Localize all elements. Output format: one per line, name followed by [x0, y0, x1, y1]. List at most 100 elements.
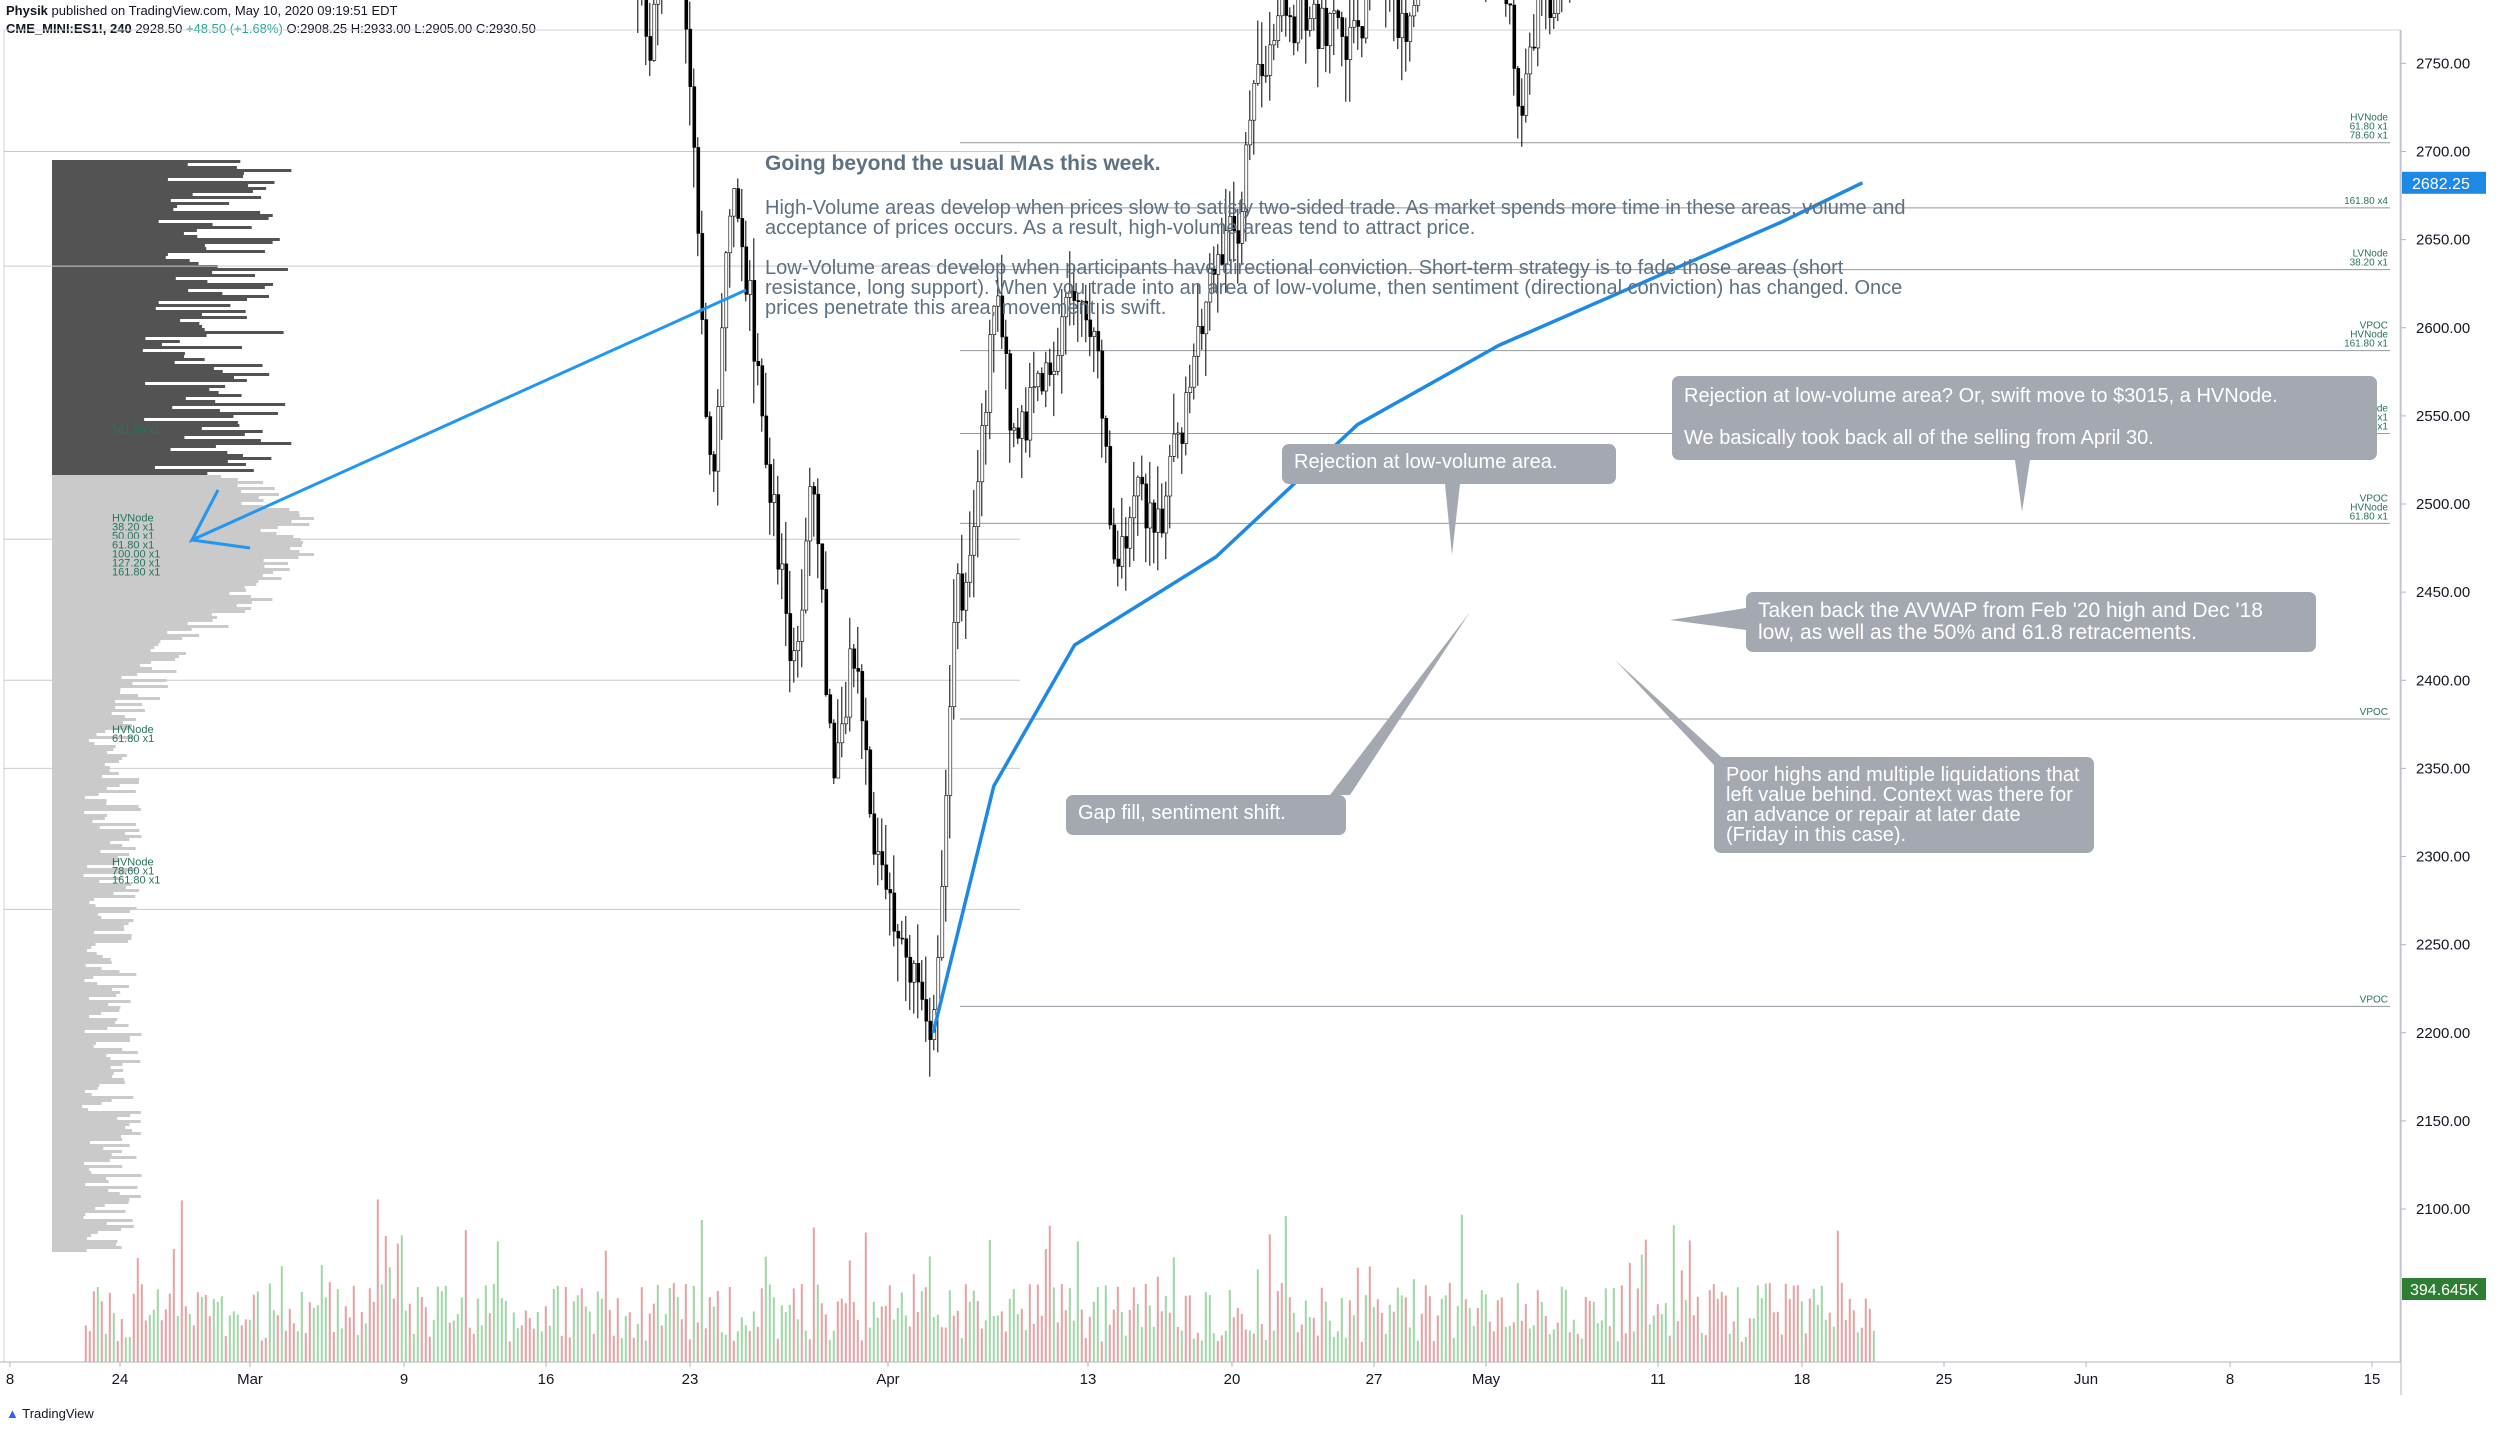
volume-bar: [712, 1306, 715, 1362]
volume-bar: [1808, 1298, 1811, 1362]
level-label: 161.80 x1: [2344, 339, 2388, 350]
volume-bar: [392, 1298, 395, 1362]
volume-profile-bar: [52, 883, 132, 886]
volume-bar: [496, 1241, 499, 1362]
volume-profile-bar: [52, 400, 216, 403]
volume-bar: [1840, 1282, 1843, 1362]
volume-bar: [108, 1292, 111, 1362]
volume-profile-bar: [52, 928, 125, 931]
volume-bar: [540, 1331, 543, 1362]
volume-profile-bar: [52, 1177, 107, 1180]
volume-profile-bar: [52, 838, 130, 841]
volume-bar: [1672, 1225, 1675, 1362]
volume-bar: [1220, 1335, 1223, 1362]
volume-profile-bar: [52, 253, 168, 256]
volume-profile-bar: [52, 373, 270, 376]
volume-profile-bar: [52, 1078, 125, 1081]
volume-bar: [144, 1320, 147, 1362]
candle-body: [732, 188, 737, 217]
volume-bar: [1760, 1298, 1763, 1362]
volume-profile-bar: [52, 793, 99, 796]
volume-bar: [204, 1295, 207, 1362]
volume-profile-bar: [52, 814, 108, 817]
candle-body: [1128, 517, 1133, 549]
volume-bar: [1756, 1285, 1759, 1362]
volume-profile-bar: [52, 964, 86, 967]
volume-bar: [1328, 1320, 1331, 1362]
candle-body: [1364, 0, 1369, 39]
volume-bar: [128, 1337, 131, 1362]
volume-bar: [1768, 1283, 1771, 1362]
volume-bar: [1448, 1282, 1451, 1362]
volume-bar: [1308, 1317, 1311, 1362]
volume-bar: [692, 1285, 695, 1362]
volume-bar: [524, 1310, 527, 1362]
volume-bar: [1640, 1254, 1643, 1362]
candle-body: [1548, 0, 1553, 18]
volume-bar: [84, 1325, 87, 1362]
candle-body: [704, 319, 709, 417]
candle-body: [888, 889, 893, 894]
volume-bar: [504, 1301, 507, 1362]
volume-profile-bar: [52, 934, 132, 937]
volume-bar: [1772, 1312, 1775, 1362]
volume-bar: [208, 1316, 211, 1362]
candle-body: [1280, 0, 1285, 17]
volume-bar: [1236, 1307, 1239, 1362]
volume-bar: [492, 1283, 495, 1362]
volume-bar: [1460, 1214, 1463, 1362]
price-tick-label: 2250.00: [2416, 937, 2470, 954]
volume-profile-bar: [52, 1120, 141, 1123]
volume-bar: [268, 1283, 271, 1362]
volume-bar: [292, 1323, 295, 1362]
volume-bar: [488, 1313, 491, 1362]
volume-bar: [1012, 1289, 1015, 1362]
volume-profile-bar: [52, 313, 202, 316]
volume-bar: [1276, 1290, 1279, 1362]
candle-body: [848, 648, 853, 718]
author-name[interactable]: Physik: [6, 3, 48, 18]
volume-bar: [1140, 1326, 1143, 1362]
volume-bar: [192, 1325, 195, 1362]
volume-profile-bar: [52, 1075, 113, 1078]
volume-bar: [1212, 1333, 1215, 1362]
symbol-name[interactable]: CME_MINI:ES1!, 240: [6, 21, 132, 36]
volume-bar: [1676, 1321, 1679, 1362]
candle-body: [1244, 144, 1249, 212]
volume-profile-bar: [52, 1189, 109, 1192]
volume-profile-bar: [52, 811, 85, 814]
volume-bar: [604, 1250, 607, 1362]
candle-body: [1200, 326, 1205, 335]
volume-bar: [1512, 1322, 1515, 1362]
volume-profile-bar: [52, 1195, 141, 1198]
volume-profile-bar: [52, 232, 184, 235]
volume-bar: [1436, 1315, 1439, 1362]
volume-bar: [1828, 1312, 1831, 1362]
tradingview-brand[interactable]: ▲ TradingView: [6, 1406, 94, 1421]
volume-bar: [1472, 1326, 1475, 1362]
candle-body: [756, 360, 761, 367]
candle-body: [1208, 268, 1213, 303]
annotation-title: Going beyond the usual MAs this week.: [765, 152, 1161, 175]
time-tick-label: 18: [1794, 1371, 1811, 1388]
volume-profile-bar: [52, 337, 146, 340]
volume-bar: [1588, 1300, 1591, 1362]
volume-bar: [1480, 1290, 1483, 1362]
callout-gap-pointer: [1330, 612, 1470, 795]
volume-profile-bar: [52, 355, 185, 358]
volume-bar: [1596, 1323, 1599, 1362]
candle-body: [876, 851, 881, 855]
volume-profile-bar: [52, 919, 134, 922]
time-tick-label: May: [1472, 1371, 1501, 1388]
callout-poor-highs-pointer: [1615, 660, 1730, 765]
volume-profile-bar: [52, 598, 273, 601]
volume-bar: [1352, 1315, 1355, 1362]
volume-bar: [100, 1301, 103, 1362]
volume-profile-bar: [52, 1018, 118, 1021]
volume-profile-bar: [52, 1153, 112, 1156]
candle-body: [1336, 10, 1341, 18]
level-label: HVNode: [2350, 330, 2388, 341]
volume-bar: [1104, 1285, 1107, 1362]
volume-bar: [1444, 1295, 1447, 1362]
